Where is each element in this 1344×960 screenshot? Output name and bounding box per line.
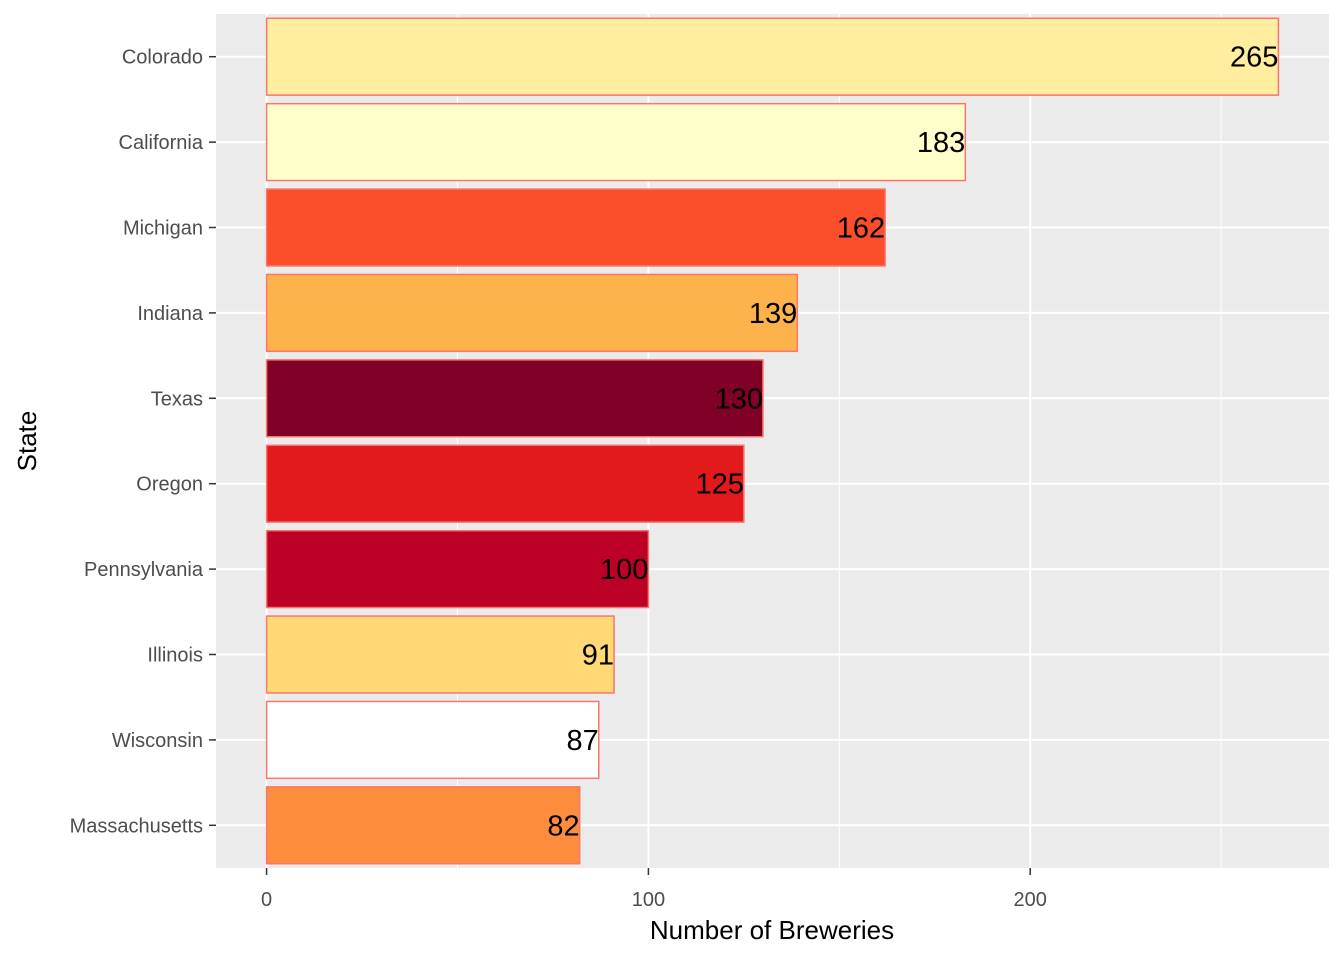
bar-indiana — [265, 273, 799, 353]
data-label: 265 — [1230, 42, 1278, 74]
x-tick-label: 100 — [632, 889, 665, 911]
bar-colorado — [265, 17, 1280, 96]
bar-california — [265, 102, 967, 182]
x-axis: 0 100 200 — [261, 868, 1047, 911]
bar-michigan — [265, 188, 886, 267]
y-tick-label: Texas — [151, 388, 203, 410]
data-label: 125 — [695, 469, 743, 501]
bar-texas — [265, 359, 764, 438]
bars — [265, 17, 1280, 865]
y-tick-label: Colorado — [122, 47, 203, 69]
y-tick-label: California — [119, 132, 204, 154]
data-label: 139 — [749, 298, 797, 330]
y-axis-title: State — [12, 411, 42, 472]
bar-wisconsin — [265, 700, 600, 780]
bar-pennsylvania — [265, 529, 650, 609]
data-label: 183 — [917, 127, 965, 159]
data-label: 87 — [567, 725, 599, 757]
y-tick-label: Illinois — [147, 645, 203, 667]
x-tick-label: 0 — [261, 889, 272, 911]
y-tick-label: Wisconsin — [112, 730, 203, 752]
x-tick-label: 200 — [1014, 889, 1047, 911]
data-labels: 265 183 162 139 130 125 100 91 87 82 — [547, 42, 1278, 843]
bar-illinois — [265, 615, 615, 694]
data-label: 91 — [582, 640, 614, 672]
y-tick-label: Massachusetts — [70, 815, 203, 837]
data-label: 100 — [600, 554, 648, 586]
data-label: 162 — [837, 213, 885, 245]
y-tick-label: Pennsylvania — [84, 559, 204, 581]
y-tick-label: Oregon — [136, 474, 203, 496]
bar-oregon — [265, 444, 745, 523]
y-axis: Colorado California Michigan Indiana Texas Or… — [70, 47, 216, 837]
x-axis-title: Number of Breweries — [650, 915, 894, 945]
data-label: 130 — [715, 383, 763, 415]
bar-massachusetts — [265, 786, 581, 865]
y-tick-label: Indiana — [137, 303, 203, 325]
data-label: 82 — [547, 810, 579, 842]
y-tick-label: Michigan — [123, 218, 203, 240]
